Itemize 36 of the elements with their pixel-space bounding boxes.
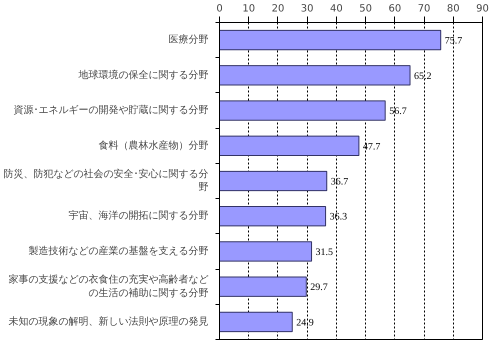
x-tick-label: 40 xyxy=(330,4,343,14)
data-label: 65.2 xyxy=(414,70,432,82)
bar xyxy=(220,65,411,86)
y-tick-label: 防災、防犯などの社会の安全･安心に関する分野 xyxy=(4,168,208,194)
bar xyxy=(220,30,442,50)
x-tick-label: 60 xyxy=(388,4,402,14)
y-tick-label: 資源･エネルギーの開発や貯蔵に関する分野 xyxy=(14,104,208,116)
data-label: 36.3 xyxy=(330,212,348,223)
bar xyxy=(220,136,360,156)
data-label: 36.7 xyxy=(330,176,348,188)
y-tick-label: 製造技術などの産業の基盤を支える分野 xyxy=(28,244,208,257)
x-tick-label: 0 xyxy=(216,4,223,14)
y-tick-label: 宇宙、海洋の開拓に関する分野 xyxy=(68,210,208,222)
y-tick-label: 地球環境の保全に関する分野 xyxy=(78,68,208,81)
data-label: 47.7 xyxy=(362,141,380,152)
x-tick-label: 80 xyxy=(446,4,460,14)
x-tick-label: 30 xyxy=(300,4,314,14)
data-label: 24.9 xyxy=(296,317,314,328)
bar xyxy=(220,170,328,192)
x-tick-label: 90 xyxy=(476,4,489,14)
bar xyxy=(220,312,293,332)
data-label: 29.7 xyxy=(310,282,328,294)
x-tick-label: 20 xyxy=(272,4,284,14)
bar xyxy=(220,241,312,262)
x-tick-label: 10 xyxy=(242,4,256,14)
y-tick-label: 家事の支援などの衣食住の充実や高齢者などの生活の補助に関する分野 xyxy=(8,274,208,299)
y-tick-label: 医療分野 xyxy=(168,34,208,46)
y-tick-label: 未知の現象の解明、新しい法則や原理の発見 xyxy=(8,315,208,328)
bar xyxy=(220,206,326,226)
x-tick-label: 70 xyxy=(418,4,430,14)
y-tick-label: 食料（農林水産物）分野 xyxy=(98,139,208,152)
data-label: 56.7 xyxy=(389,106,407,118)
data-label: 31.5 xyxy=(316,246,334,258)
x-tick-label: 50 xyxy=(359,4,372,14)
bar xyxy=(220,276,307,297)
bar xyxy=(220,100,386,121)
